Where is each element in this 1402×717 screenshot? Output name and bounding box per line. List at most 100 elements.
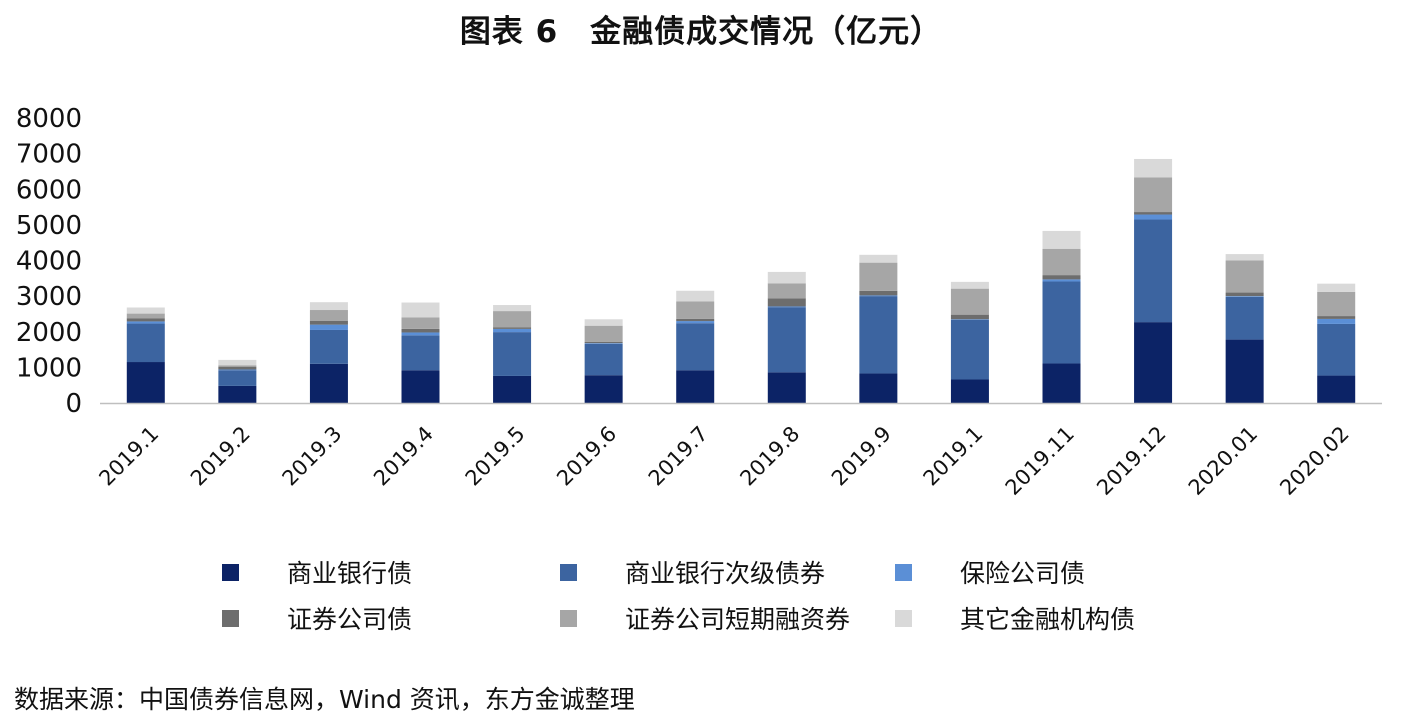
bar-segment <box>950 314 989 320</box>
bar-segment <box>1317 283 1356 292</box>
legend-swatch <box>895 563 912 581</box>
bar-segment <box>218 365 257 367</box>
legend-swatch <box>222 563 239 581</box>
bar-segment <box>126 321 165 324</box>
legend-item: 其它金融机构债 <box>895 601 1135 635</box>
y-tick-label: 3000 <box>16 282 82 312</box>
chart-title: 图表 6 金融债成交情况（亿元） <box>459 14 943 50</box>
bar-segment <box>218 385 257 403</box>
y-axis: 0 1000 2000 3000 4000 5000 6000 7000 8000 <box>16 104 82 419</box>
bar-segment <box>676 318 715 322</box>
bar-segment <box>1225 292 1264 297</box>
x-tick-label: 2020.01 <box>1184 422 1262 500</box>
stacked-bar-chart: 0 1000 2000 3000 4000 5000 6000 7000 8000 2019.1… <box>16 104 1382 500</box>
bar-segment <box>1134 212 1173 215</box>
y-tick-label: 5000 <box>16 211 82 241</box>
bar-segment <box>1225 339 1264 403</box>
bar-segment <box>1317 318 1356 324</box>
bar-segment <box>1134 158 1173 178</box>
legend-item: 证券公司债 <box>222 601 412 635</box>
bar-segment <box>309 329 348 364</box>
bar-segment <box>584 341 623 344</box>
x-tick-label: 2019.11 <box>1001 422 1079 500</box>
bar-segment <box>401 370 440 403</box>
x-tick-label: 2019.1 <box>919 422 988 491</box>
bar-segment <box>1225 296 1264 340</box>
bar-segment <box>126 307 165 314</box>
bar-segment <box>584 343 623 344</box>
bar-segment <box>493 332 532 376</box>
bar-segment <box>493 311 532 328</box>
bar-segment <box>218 370 257 386</box>
bar-segment <box>950 288 989 315</box>
bar-segment <box>676 301 715 319</box>
x-tick-label: 2019.4 <box>369 422 438 491</box>
bar-segment <box>767 283 806 299</box>
bar-segment <box>767 307 806 373</box>
legend-label: 保险公司债 <box>960 559 1086 588</box>
bar-segment <box>767 271 806 284</box>
bar-segment <box>950 319 989 380</box>
bar-segment <box>309 324 348 330</box>
bar-segment <box>1225 254 1264 261</box>
x-tick-label: 2019.12 <box>1092 422 1170 500</box>
bar-segment <box>401 332 440 336</box>
bar-segment <box>1042 281 1081 364</box>
legend-label: 商业银行债 <box>287 559 413 588</box>
bar-segment <box>1225 260 1264 293</box>
bar-segment <box>1317 316 1356 319</box>
legend-swatch <box>222 609 239 627</box>
bar-segment <box>584 375 623 403</box>
bar-segment <box>584 319 623 326</box>
bar-segment <box>1225 296 1264 297</box>
bar-segment <box>493 327 532 329</box>
legend-swatch <box>895 609 912 627</box>
bar-segment <box>126 362 165 403</box>
y-tick-label: 4000 <box>16 247 82 277</box>
bar-series-group <box>126 158 1356 403</box>
legend-item: 商业银行债 <box>222 555 412 589</box>
bar-segment <box>309 310 348 321</box>
bar-segment <box>767 306 806 308</box>
y-tick-label: 0 <box>65 389 82 419</box>
bar-segment <box>859 254 898 263</box>
bar-segment <box>859 262 898 291</box>
bar-segment <box>584 325 623 342</box>
bar-segment <box>676 290 715 302</box>
bar-segment <box>493 305 532 312</box>
bar-segment <box>676 370 715 403</box>
bar-segment <box>218 369 257 371</box>
bar-segment <box>309 302 348 311</box>
source-note: 数据来源：中国债券信息网，Wind 资讯，东方金诚整理 <box>14 685 635 714</box>
bar-segment <box>1134 214 1173 220</box>
bar-segment <box>676 323 715 371</box>
x-tick-label: 2019.2 <box>186 422 255 491</box>
bar-segment <box>401 302 440 318</box>
bar-segment <box>126 313 165 319</box>
bar-segment <box>1317 323 1356 376</box>
bar-segment <box>767 372 806 403</box>
legend-swatch <box>560 563 577 581</box>
bar-segment <box>493 375 532 403</box>
y-tick-label: 2000 <box>16 318 82 348</box>
bar-segment <box>1134 219 1173 323</box>
x-tick-label: 2019.5 <box>461 422 530 491</box>
bar-segment <box>126 323 165 363</box>
bar-segment <box>676 321 715 324</box>
bar-segment <box>859 296 898 374</box>
legend-label: 证券公司债 <box>287 605 413 634</box>
y-tick-label: 6000 <box>16 175 82 205</box>
legend-label: 其它金融机构债 <box>960 605 1136 634</box>
y-tick-label: 8000 <box>16 104 82 134</box>
x-tick-label: 2019.1 <box>94 422 163 491</box>
bar-segment <box>218 359 257 366</box>
x-tick-label: 2019.8 <box>735 422 804 491</box>
x-tick-label: 2019.3 <box>278 422 347 491</box>
legend-item: 证券公司短期融资券 <box>560 601 850 635</box>
x-axis: 2019.1 2019.2 2019.3 2019.4 2019.5 2019.6 2019… <box>94 422 1353 500</box>
bar-segment <box>1317 291 1356 317</box>
bar-segment <box>859 295 898 297</box>
bar-segment <box>1042 230 1081 249</box>
bar-segment <box>950 281 989 289</box>
legend-item: 商业银行次级债券 <box>560 555 825 589</box>
